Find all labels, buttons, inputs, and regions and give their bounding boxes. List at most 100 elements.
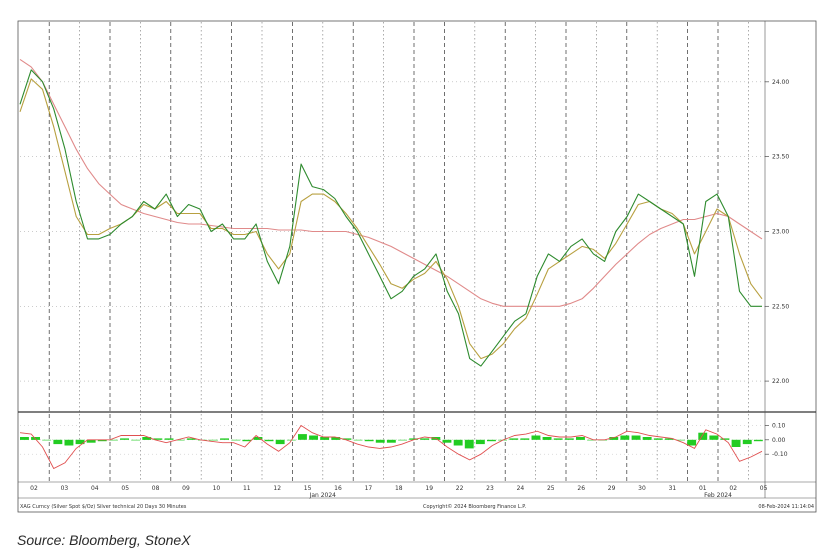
date-tick-label: 03 [61, 485, 69, 492]
osc-bar [231, 439, 241, 441]
osc-bar [142, 437, 152, 440]
oscillator-panel: 0.10 0.00 -0.10 [19, 422, 788, 470]
date-tick-label: 05 [760, 485, 768, 492]
date-tick-label: 04 [91, 485, 99, 492]
date-tick-label: 11 [243, 485, 251, 492]
osc-bar [86, 439, 96, 443]
date-tick-label: 19 [425, 485, 433, 492]
osc-bar [375, 439, 385, 443]
osc-bar [253, 437, 263, 440]
date-tick-label: 02 [729, 485, 737, 492]
osc-bar [109, 439, 118, 441]
osc-bar [698, 432, 708, 440]
osc-bar [442, 439, 452, 443]
osc-bar [576, 437, 585, 440]
date-tick-label: 30 [638, 485, 646, 492]
osc-bar [620, 435, 630, 440]
osc-bar [676, 439, 685, 441]
osc-bar [564, 438, 574, 440]
osc-bar [509, 438, 519, 440]
osc-tick-label: 0.00 [772, 437, 786, 444]
osc-bar [553, 438, 563, 440]
osc-bar [153, 438, 163, 440]
osc-bar [309, 435, 318, 440]
osc-bar [720, 438, 730, 440]
osc-bar [131, 439, 141, 441]
osc-bar [409, 438, 419, 440]
vertical-gridlines [48, 22, 749, 481]
date-tick-label: 16 [334, 485, 342, 492]
osc-bar [220, 438, 229, 440]
date-tick-label: 22 [456, 485, 464, 492]
price-tick-label: 24.00 [772, 79, 789, 86]
price-tick-label: 23.50 [772, 154, 789, 161]
date-tick-label: 24 [517, 485, 525, 492]
price-tick-label: 22.50 [772, 303, 789, 310]
chart-frame [17, 20, 817, 513]
osc-bar [487, 439, 496, 442]
osc-bar [298, 434, 307, 440]
date-tick-label: 10 [213, 485, 221, 492]
osc-bar [453, 439, 463, 446]
osc-bar [386, 439, 396, 443]
footer-left: XAG Curncy (Silver Spot $/Oz) Silver tec… [20, 504, 187, 510]
osc-bar [475, 439, 485, 445]
osc-bar [653, 438, 663, 440]
osc-bar [709, 435, 719, 440]
date-tick-label: 15 [304, 485, 312, 492]
osc-bar [542, 437, 552, 440]
osc-bar [53, 439, 63, 445]
osc-bar [631, 435, 641, 440]
osc-bar [264, 439, 274, 442]
osc-bar [209, 439, 218, 441]
date-tick-label: 12 [273, 485, 281, 492]
osc-bar [587, 439, 596, 441]
osc-bar [687, 439, 697, 446]
source-caption: Source: Bloomberg, StoneX [17, 532, 191, 548]
osc-tick-label: -0.10 [772, 451, 788, 458]
osc-bar [420, 438, 430, 440]
osc-bar [398, 439, 407, 441]
date-tick-label: 17 [365, 485, 373, 492]
osc-bar [175, 439, 185, 441]
price-tick-label: 22.00 [772, 378, 789, 385]
osc-bar [364, 439, 374, 442]
osc-bar [186, 438, 196, 440]
osc-bar [664, 438, 674, 440]
osc-line [19, 424, 763, 470]
month-label: Jan 2024 [309, 492, 337, 499]
osc-bar [731, 439, 741, 447]
osc-bar [75, 439, 85, 445]
osc-bar [242, 439, 252, 442]
price-series-line [19, 58, 763, 307]
osc-bar [42, 439, 52, 441]
osc-bar [742, 439, 752, 445]
osc-bar [353, 439, 363, 441]
date-tick-label: 25 [547, 485, 555, 492]
osc-bar [120, 438, 129, 440]
footer-right: 08-Feb-2024 11:14:04 [758, 504, 814, 510]
osc-bar [97, 439, 107, 442]
osc-tick-label: 0.10 [772, 422, 786, 429]
osc-bar [331, 437, 341, 440]
footer-center: Copyright© 2024 Bloomberg Finance L.P. [423, 503, 526, 510]
osc-bar [642, 437, 652, 440]
osc-bar [164, 438, 174, 440]
date-tick-label: 31 [669, 485, 677, 492]
osc-bar [320, 437, 330, 440]
osc-bar [609, 437, 619, 440]
date-axis-ticks: 02 03 04 05 08 09 10 11 12 15 16 17 18 19 22 23 24 25 26 29… [30, 485, 767, 499]
price-axis-ticks: 24.00 23.50 23.00 22.50 22.00 [765, 79, 789, 385]
date-tick-label: 05 [121, 485, 129, 492]
date-tick-label: 29 [608, 485, 616, 492]
price-series-line [19, 78, 763, 360]
price-series [19, 58, 763, 367]
osc-bar [64, 439, 74, 446]
price-tick-label: 23.00 [772, 228, 789, 235]
date-tick-label: 08 [152, 485, 160, 492]
osc-bar [520, 438, 530, 440]
osc-bar [275, 439, 285, 445]
month-label: Feb 2024 [704, 492, 732, 499]
date-tick-label: 18 [395, 485, 403, 492]
